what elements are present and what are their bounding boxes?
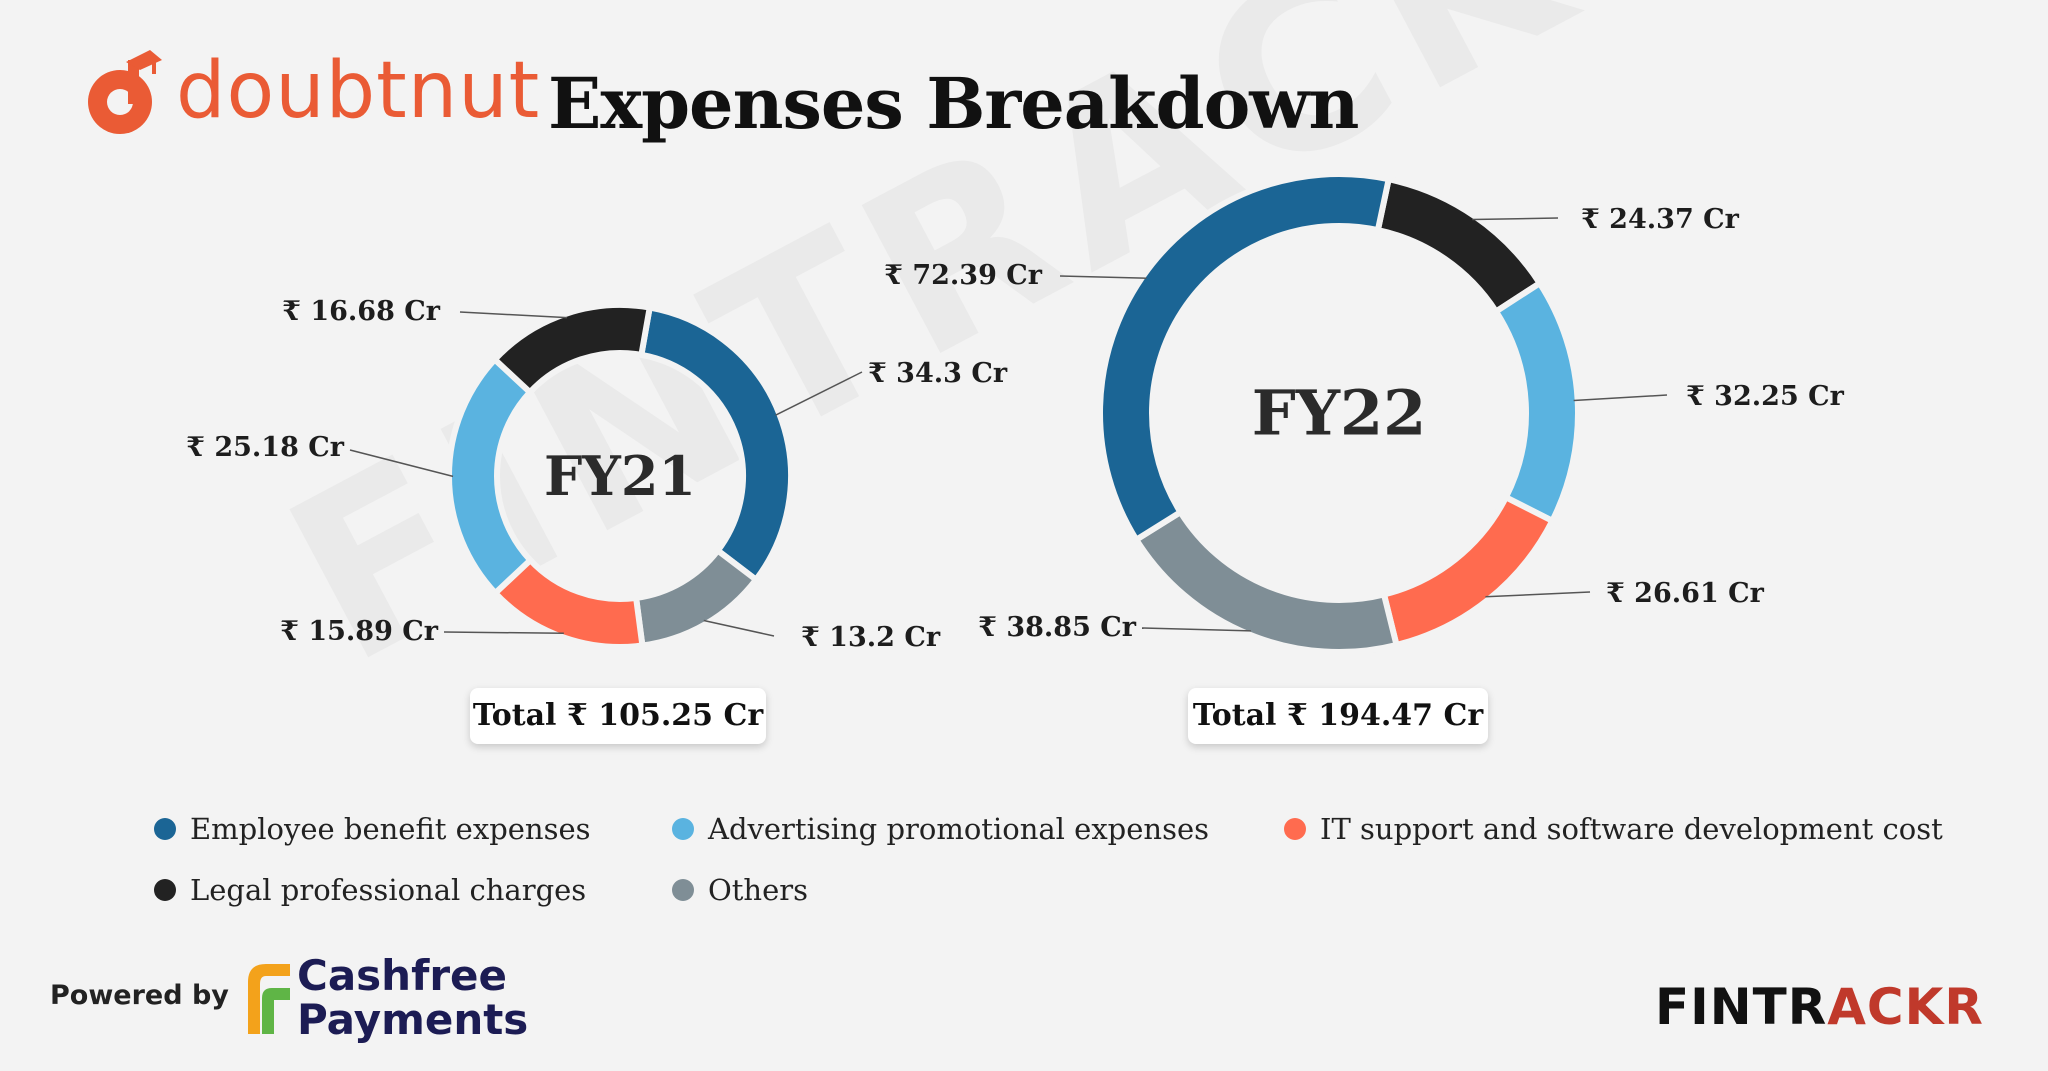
cashfree-line2: Payments	[297, 995, 529, 1044]
donut-segment	[632, 546, 761, 649]
fy22-total: Total ₹ 194.47 Cr	[1188, 688, 1488, 744]
leader-line	[443, 631, 564, 635]
donut-segment	[1491, 279, 1581, 525]
brand-name: doubtnut	[176, 46, 541, 136]
center-label: FY21	[544, 444, 696, 508]
legend-label: Legal professional charges	[190, 873, 587, 907]
donut-segment	[1374, 175, 1544, 316]
donut-fy22: ₹ 24.37 Cr ₹ 32.25 Cr ₹ 26.61 Cr ₹ 38.85 Cr…	[884, 171, 1845, 655]
leader-line	[459, 311, 567, 319]
donut-segment	[490, 302, 654, 397]
data-label: ₹ 16.68 Cr	[282, 296, 441, 327]
legend-item-others: Others	[672, 873, 808, 907]
leader-line	[775, 371, 863, 416]
doubtnut-logo-icon	[88, 50, 162, 134]
legend-item-advertising: Advertising promotional expenses	[672, 812, 1209, 846]
data-label: ₹ 34.3 Cr	[868, 358, 1008, 389]
cashfree-line1: Cashfree	[297, 951, 508, 1000]
cashfree-wordmark: Cashfree Payments	[297, 954, 528, 1042]
legend-label: IT support and software development cost	[1320, 812, 1943, 846]
leader-line	[1573, 394, 1668, 402]
leader-line	[349, 449, 454, 478]
legend-item-employee: Employee benefit expenses	[154, 812, 591, 846]
leader-line	[1472, 217, 1559, 221]
data-label: ₹ 25.18 Cr	[186, 432, 345, 463]
legend-item-it-support: IT support and software development cost	[1284, 812, 1943, 846]
donut-segment	[1132, 507, 1401, 655]
data-label: ₹ 13.2 Cr	[801, 622, 941, 653]
donut-charts: ₹ 34.3 Cr ₹ 13.2 Cr ₹ 15.89 Cr ₹ 25.18 Cr ₹ …	[186, 171, 1845, 655]
doubtnut-logo: doubtnut	[78, 44, 540, 144]
donut-segment	[1097, 171, 1393, 544]
page-title: Expenses Breakdown	[548, 62, 1359, 145]
data-label: ₹ 72.39 Cr	[884, 260, 1043, 291]
leader-line	[1485, 591, 1591, 598]
data-label: ₹ 32.25 Cr	[1686, 381, 1845, 412]
leader-line	[1141, 627, 1251, 632]
legend-dot	[672, 879, 694, 901]
donut-segment	[637, 304, 794, 584]
leader-line	[703, 619, 775, 637]
data-label: ₹ 24.37 Cr	[1581, 204, 1740, 235]
data-label: ₹ 38.85 Cr	[978, 612, 1137, 643]
legend-label: Employee benefit expenses	[190, 812, 591, 846]
center-label: FY22	[1252, 377, 1427, 450]
leader-line	[1059, 275, 1147, 279]
legend-dot	[672, 818, 694, 840]
data-label: ₹ 26.61 Cr	[1606, 578, 1765, 609]
powered-by-label: Powered by	[50, 980, 229, 1011]
donut-fy21: ₹ 34.3 Cr ₹ 13.2 Cr ₹ 15.89 Cr ₹ 25.18 Cr ₹ …	[186, 296, 1008, 653]
fintrackr-part2: ACKR	[1827, 978, 1984, 1036]
cashfree-logo-icon	[248, 964, 290, 1034]
fintrackr-part1: FINTR	[1655, 978, 1828, 1036]
donut-segment	[446, 355, 535, 598]
legend-item-legal: Legal professional charges	[154, 873, 586, 907]
data-label: ₹ 15.89 Cr	[280, 616, 439, 647]
legend-dot	[154, 879, 176, 901]
fy21-total: Total ₹ 105.25 Cr	[470, 688, 766, 744]
legend-dot	[1284, 818, 1306, 840]
fintrackr-logo: FINTRACKR	[1655, 978, 1984, 1036]
legend-dot	[154, 818, 176, 840]
legend-label: Advertising promotional expenses	[708, 812, 1210, 846]
donut-segment	[1380, 493, 1557, 649]
legend-label: Others	[708, 873, 809, 907]
